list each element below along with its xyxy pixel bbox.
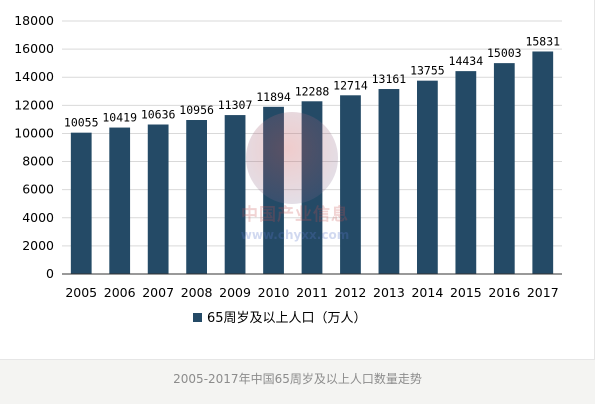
y-tick-label: 6000 xyxy=(22,182,54,197)
bar xyxy=(109,127,131,274)
data-label: 10419 xyxy=(102,111,137,125)
x-tick-label: 2010 xyxy=(258,285,290,300)
bar xyxy=(147,124,169,274)
bar xyxy=(532,51,554,275)
x-tick-label: 2009 xyxy=(219,285,251,300)
y-tick-label: 16000 xyxy=(14,41,54,56)
x-tick-label: 2015 xyxy=(450,285,482,300)
y-tick-label: 14000 xyxy=(14,69,54,84)
data-label: 11307 xyxy=(218,98,253,112)
data-label: 10636 xyxy=(141,108,176,122)
x-tick-label: 2011 xyxy=(296,285,328,300)
x-tick-label: 2016 xyxy=(488,285,520,300)
bar xyxy=(455,71,477,275)
data-label: 11894 xyxy=(256,90,291,104)
bar xyxy=(340,95,361,274)
y-tick-label: 12000 xyxy=(14,97,54,112)
data-label: 15831 xyxy=(525,34,560,48)
y-tick-label: 0 xyxy=(46,266,54,281)
data-label: 12288 xyxy=(295,84,330,98)
y-tick-label: 10000 xyxy=(14,125,54,140)
bar xyxy=(263,106,284,275)
x-tick-label: 2013 xyxy=(373,285,405,300)
bar xyxy=(301,101,323,274)
figure-caption: 2005-2017年中国65周岁及以上人口数量走势 xyxy=(173,372,422,386)
y-tick-label: 18000 xyxy=(14,13,54,28)
data-label: 13161 xyxy=(372,72,407,86)
bar xyxy=(493,63,515,275)
y-tick-label: 2000 xyxy=(22,238,54,253)
bar xyxy=(378,89,400,274)
bar xyxy=(186,120,207,275)
x-tick-label: 2012 xyxy=(335,285,367,300)
bar xyxy=(224,115,246,275)
data-label: 14434 xyxy=(449,54,484,68)
data-label: 10956 xyxy=(179,103,214,117)
x-tick-label: 2017 xyxy=(527,285,559,300)
x-tick-label: 2005 xyxy=(65,285,97,300)
bar xyxy=(417,80,438,274)
y-tick-label: 4000 xyxy=(22,210,54,225)
data-label: 10055 xyxy=(64,116,99,130)
y-tick-label: 8000 xyxy=(22,154,54,169)
x-tick-label: 2008 xyxy=(181,285,213,300)
x-tick-label: 2007 xyxy=(142,285,174,300)
x-tick-label: 2014 xyxy=(411,285,443,300)
legend-label: 65周岁及以上人口（万人） xyxy=(207,311,367,326)
chart-figure: 0 2000 4000 6000 8000 10000 12000 14000 16000 180… xyxy=(0,0,595,360)
legend-swatch xyxy=(193,313,202,322)
bar xyxy=(70,132,92,274)
data-label: 15003 xyxy=(487,46,522,60)
data-label: 12714 xyxy=(333,78,368,92)
bar-chart: 0 2000 4000 6000 8000 10000 12000 14000 16000 180… xyxy=(14,13,562,326)
data-label: 13755 xyxy=(410,64,445,78)
x-tick-label: 2006 xyxy=(104,285,136,300)
